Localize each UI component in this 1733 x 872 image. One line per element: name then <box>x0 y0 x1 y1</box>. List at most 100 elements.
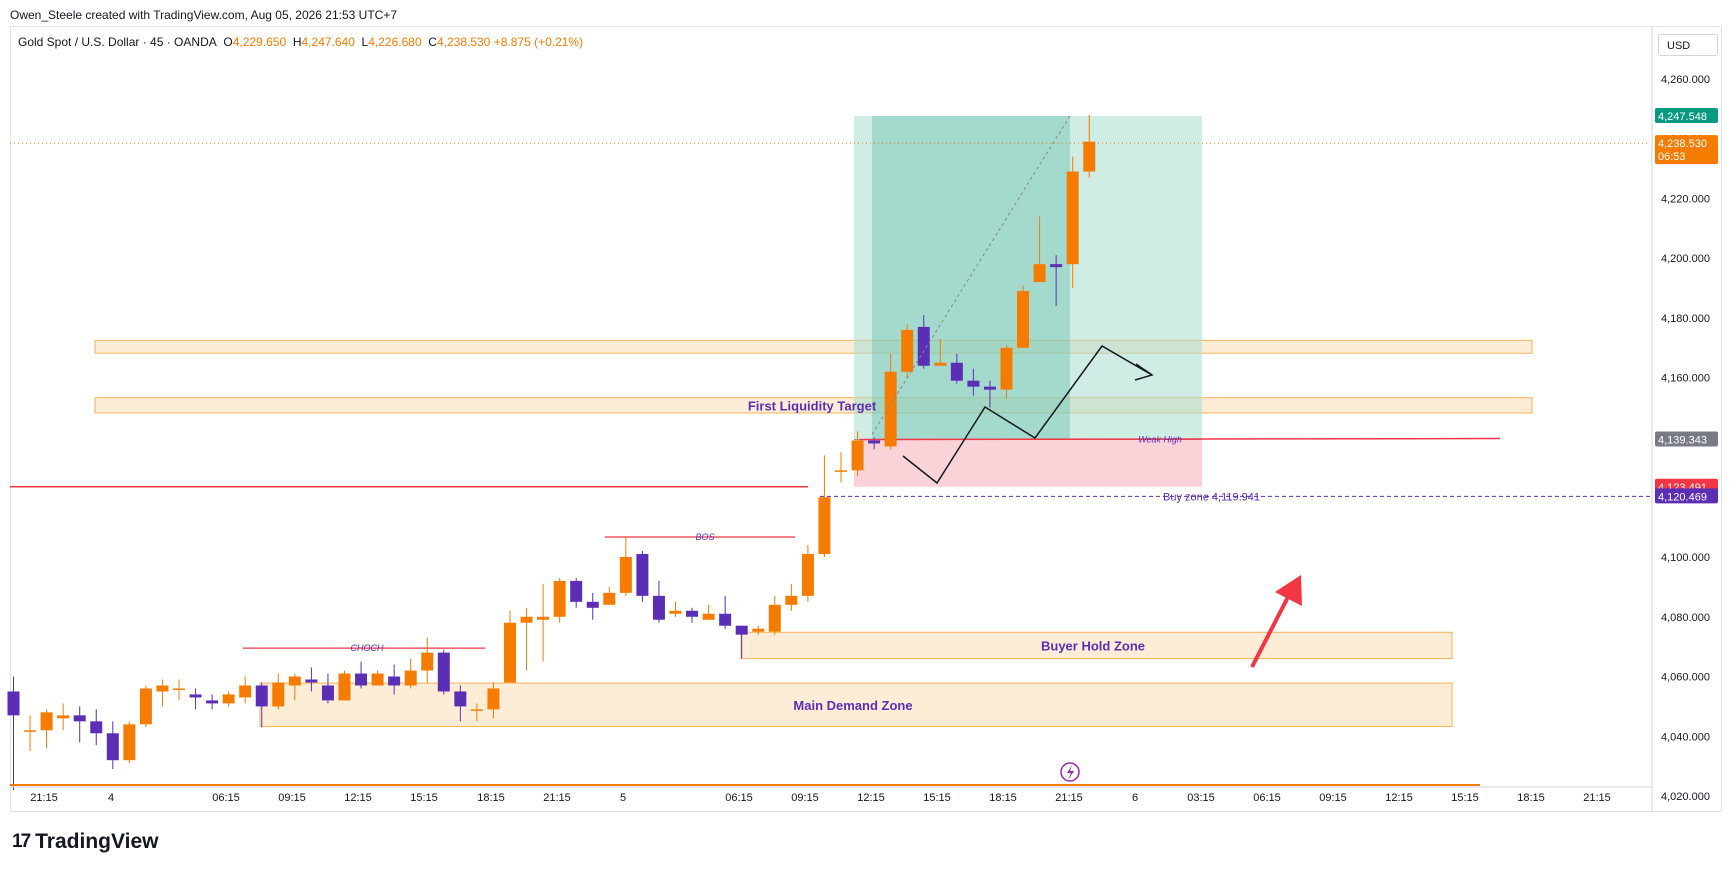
position-target-area <box>854 115 1202 440</box>
time-tick-label: 06:15 <box>725 792 753 804</box>
candle-body <box>470 709 483 711</box>
price-tick-label: 4,160.000 <box>1661 373 1710 385</box>
candle-body <box>1000 347 1013 390</box>
position-diagonal <box>871 115 1071 435</box>
candle-body <box>520 616 533 623</box>
projection-path <box>902 345 1153 485</box>
symbol-legend: Gold Spot / U.S. Dollar · 45 · OANDA O4,… <box>18 35 583 49</box>
bos-label: BOS <box>695 532 714 542</box>
upper-liquidity-zone <box>94 339 1533 354</box>
candle-body <box>90 721 103 734</box>
candle-body <box>421 652 434 671</box>
time-tick-label: 4 <box>108 792 114 804</box>
candle-body <box>768 604 781 632</box>
time-tick-label: 21:15 <box>30 792 58 804</box>
time-tick-label: 21:15 <box>1583 792 1611 804</box>
time-tick-label: 18:15 <box>477 792 505 804</box>
level-lines: Weak High Buy zone 4,119.941 BOS CHOCH <box>10 142 1650 653</box>
candle-body <box>1017 291 1030 348</box>
buy-zone-price-label-bg <box>1655 488 1718 504</box>
price-tick-label: 4,020.000 <box>1661 791 1710 803</box>
chart-panel[interactable] <box>10 26 1722 812</box>
candle-body <box>570 580 583 602</box>
candle-body <box>801 554 814 596</box>
candle-body <box>835 470 847 472</box>
time-tick-label: 09:15 <box>1319 792 1347 804</box>
close-label: C <box>428 35 437 49</box>
price-tick-label: 4,180.000 <box>1661 313 1710 325</box>
weak-high-price-label: 4,139.343 <box>1658 435 1707 447</box>
candle-body <box>305 679 318 683</box>
open-value: 4,229.650 <box>232 35 287 49</box>
candle-body <box>851 440 864 471</box>
time-tick-label: 5 <box>620 792 626 804</box>
candle-body <box>702 613 715 620</box>
candle-body <box>735 625 748 635</box>
candle-body <box>454 691 467 707</box>
candle-body <box>603 592 616 605</box>
candle-body <box>272 682 285 707</box>
candle-body <box>553 580 566 617</box>
candle-body <box>950 362 963 381</box>
candle-body <box>884 371 897 447</box>
candle-body <box>636 554 649 596</box>
currency-button[interactable]: USD <box>1658 34 1718 56</box>
time-tick-label: 15:15 <box>410 792 438 804</box>
candle-body <box>106 733 119 761</box>
time-tick-label: 12:15 <box>344 792 372 804</box>
candle-body <box>24 730 37 732</box>
candle-body <box>504 622 516 683</box>
candle-body <box>652 595 665 620</box>
brand-name: TradingView <box>35 830 159 853</box>
time-tick-label: 21:15 <box>1055 792 1083 804</box>
tradingview-brand[interactable]: 17 TradingView <box>12 830 158 854</box>
candle-body <box>288 676 301 686</box>
candle-body <box>719 613 732 626</box>
candle-body <box>355 673 368 686</box>
red-arrow-head <box>1275 575 1302 606</box>
candle-body <box>537 616 550 620</box>
high-label: H <box>292 35 302 49</box>
candle-body <box>934 362 947 366</box>
high-value: 4,247.640 <box>301 35 355 49</box>
weak-high-line <box>859 437 1501 441</box>
change-value: +8.875 (+0.21%) <box>493 35 584 49</box>
time-tick-label: 09:15 <box>791 792 819 804</box>
price-tick-label: 4,060.000 <box>1661 672 1710 684</box>
candle-body <box>123 724 136 761</box>
candle-body <box>388 676 401 686</box>
candle-body <box>139 688 152 725</box>
buy-zone-label: Buy zone 4,119.941 <box>1163 491 1260 503</box>
price-tick-label: 4,080.000 <box>1661 612 1710 624</box>
choch-label: CHOCH <box>351 643 384 653</box>
time-tick-label: 18:15 <box>1517 792 1545 804</box>
last-price-label-bg <box>1655 135 1718 165</box>
candle-body <box>901 329 914 372</box>
candle-body <box>7 691 20 716</box>
time-tick-label: 15:15 <box>1451 792 1479 804</box>
last-price-label: 4,238.530 <box>1658 138 1707 150</box>
countdown-label: 06:53 <box>1658 151 1686 163</box>
time-tick-label: 18:15 <box>989 792 1017 804</box>
price-tick-label: 4,040.000 <box>1661 731 1710 743</box>
candle-body <box>156 685 169 692</box>
axes-layer: 4,260.0004,240.0004,220.0004,200.0004,18… <box>10 27 1718 812</box>
candle-body <box>785 595 798 605</box>
lightning-bolt-icon <box>1067 765 1074 780</box>
symbol-name: Gold Spot / U.S. Dollar · 45 · OANDA <box>18 35 217 49</box>
buy-zone-price-label: 4,120.469 <box>1658 491 1707 503</box>
chart-credit: Owen_Steele created with TradingView.com… <box>10 8 398 22</box>
buyer-hold-zone <box>740 631 1453 660</box>
time-tick-label: 6 <box>1132 792 1138 804</box>
price-tick-label: 4,220.000 <box>1661 193 1710 205</box>
candle-body <box>917 326 930 366</box>
candle-body <box>222 694 235 704</box>
drawings-layer: First Liquidity Target Buyer Hold Zone Mai… <box>748 115 1302 782</box>
red-arrow-shaft <box>1250 596 1290 668</box>
first-liquidity-label: First Liquidity Target <box>748 398 877 413</box>
candle-body <box>189 694 202 698</box>
time-tick-label: 12:15 <box>1385 792 1413 804</box>
tradingview-logo-icon: 17 <box>12 831 31 852</box>
price-tick-label: 4,260.000 <box>1661 74 1710 86</box>
